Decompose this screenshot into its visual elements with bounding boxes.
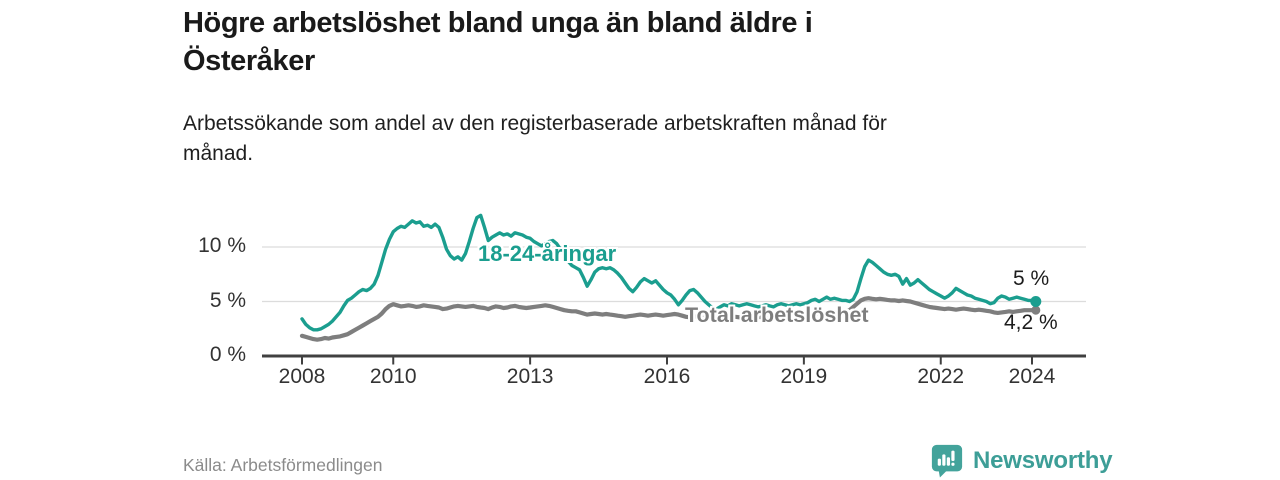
x-tick-label-2016: 2016 <box>643 365 691 388</box>
x-tick-label-2010: 2010 <box>369 365 417 388</box>
y-tick-label-0: 0 % <box>209 343 246 366</box>
x-tick-label-2008: 2008 <box>278 365 326 388</box>
series-label-youth: 18-24-åringar <box>478 241 617 266</box>
y-tick-label-5: 5 % <box>209 288 246 312</box>
x-tick-label-2022: 2022 <box>917 365 965 388</box>
end-value-label-total: 4,2 % <box>1004 311 1058 334</box>
series-label-total: Total arbetslöshet <box>685 303 869 327</box>
newsworthy-logo[interactable]: Newsworthy <box>930 443 1113 478</box>
y-tick-label-10: 10 % <box>198 234 246 257</box>
page-title: Högre arbetslöshet bland unga än bland ä… <box>183 7 813 77</box>
newsworthy-logo-icon <box>931 444 963 478</box>
end-value-label-youth: 5 % <box>1013 267 1050 290</box>
x-tick-label-2024: 2024 <box>1008 365 1056 388</box>
line-chart-plot <box>262 213 1086 365</box>
x-tick-label-2013: 2013 <box>506 365 554 388</box>
x-tick-label-2019: 2019 <box>780 365 828 388</box>
newsworthy-logo-text: Newsworthy <box>973 446 1113 474</box>
source-attribution: Källa: Arbetsförmedlingen <box>183 455 383 475</box>
page-subtitle: Arbetssökande som andel av den registerb… <box>183 112 887 165</box>
